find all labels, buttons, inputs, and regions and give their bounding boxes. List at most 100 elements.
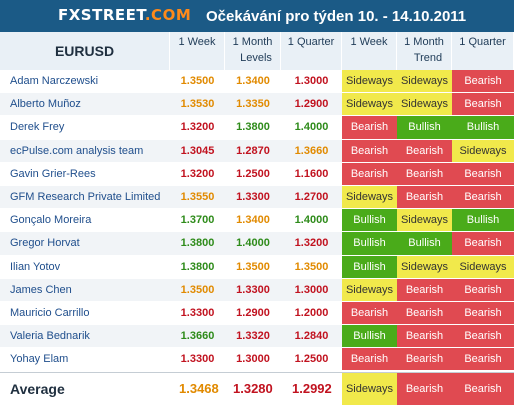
trend-badge: Sideways: [397, 92, 452, 117]
analyst-name[interactable]: Derek Frey: [0, 115, 170, 140]
average-quarter-level: 1.2992: [292, 381, 332, 396]
trend-badge: Bullish: [397, 231, 452, 256]
level-value: 1.3550: [170, 185, 225, 210]
level-value: 1.2900: [225, 301, 281, 326]
analyst-name[interactable]: Alberto Muñoz: [0, 92, 170, 117]
trend-badge: Sideways: [397, 208, 452, 233]
trend-badge: Bearish: [397, 162, 452, 186]
forecast-table: Adam Narczewski 1.3500 1.3400 1.3000 Sideway…: [0, 70, 514, 372]
level-value: 1.2500: [281, 347, 342, 372]
trend-badge: Sideways: [397, 255, 452, 279]
average-week-level: 1.3468: [179, 381, 219, 396]
analyst-name[interactable]: James Chen: [0, 278, 170, 302]
table-row: Gavin Grier-Rees 1.3200 1.2500 1.1600 Bearis…: [0, 162, 514, 186]
level-value: 1.3000: [281, 70, 342, 94]
trend-badge: Sideways: [342, 278, 397, 302]
trend-month-header: 1 Month: [397, 32, 452, 70]
analyst-name[interactable]: Gonçalo Moreira: [0, 208, 170, 233]
level-value: 1.2000: [281, 301, 342, 326]
trend-badge: Sideways: [342, 92, 397, 117]
level-value: 1.3500: [225, 255, 281, 279]
trend-badge: Bearish: [342, 115, 397, 140]
trend-badge: Bearish: [452, 162, 514, 186]
level-value: 1.3045: [170, 139, 225, 163]
trend-badge: Bearish: [452, 92, 514, 117]
table-row: Mauricio Carrillo 1.3300 1.2900 1.2000 Beari…: [0, 301, 514, 326]
level-value: 1.3500: [281, 255, 342, 279]
levels-group-label: Levels: [240, 52, 272, 64]
fxstreet-logo[interactable]: FXSTREET.COM: [58, 6, 191, 24]
level-value: 1.2500: [225, 162, 281, 186]
level-value: 1.3200: [281, 231, 342, 256]
analyst-name[interactable]: Gregor Horvat: [0, 231, 170, 256]
trend-badge: Bearish: [452, 301, 514, 326]
logo-text: FXSTREET: [58, 6, 145, 24]
level-value: 1.3000: [281, 278, 342, 302]
trend-badge: Sideways: [452, 255, 514, 279]
trend-badge: Bearish: [452, 231, 514, 256]
analyst-name[interactable]: GFM Research Private Limited: [0, 185, 170, 210]
level-value: 1.4000: [281, 208, 342, 233]
analyst-name[interactable]: Mauricio Carrillo: [0, 301, 170, 326]
trend-badge: Sideways: [342, 70, 397, 94]
level-value: 1.3400: [225, 70, 281, 94]
trend-badge: Bullish: [397, 115, 452, 140]
level-value: 1.3300: [170, 301, 225, 326]
trend-quarter-header: 1 Quarter: [452, 32, 514, 70]
level-value: 1.3320: [225, 324, 281, 349]
level-value: 1.1600: [281, 162, 342, 186]
level-value: 1.3660: [170, 324, 225, 349]
analyst-name[interactable]: Valeria Bednarik: [0, 324, 170, 349]
trend-badge: Bearish: [397, 278, 452, 302]
trend-badge: Sideways: [452, 139, 514, 163]
table-row: Gregor Horvat 1.3800 1.4000 1.3200 Bullish Bu…: [0, 231, 514, 256]
table-row: Alberto Muñoz 1.3530 1.3350 1.2900 Sideways S…: [0, 92, 514, 117]
level-value: 1.3800: [170, 255, 225, 279]
trend-badge: Bearish: [342, 347, 397, 372]
level-value: 1.4000: [281, 115, 342, 140]
table-row: Valeria Bednarik 1.3660 1.3320 1.2840 Bullis…: [0, 324, 514, 349]
trend-badge: Bearish: [452, 324, 514, 349]
level-value: 1.3500: [170, 278, 225, 302]
trend-badge: Bearish: [342, 301, 397, 326]
trend-badge: Sideways: [397, 70, 452, 94]
trend-badge: Bearish: [397, 324, 452, 349]
level-value: 1.3200: [170, 162, 225, 186]
table-row: Gonçalo Moreira 1.3700 1.3400 1.4000 Bullish…: [0, 208, 514, 233]
level-value: 1.3530: [170, 92, 225, 117]
trend-badge: Bullish: [342, 208, 397, 233]
trend-group-label: Trend: [413, 52, 443, 64]
trend-badge: Bearish: [397, 185, 452, 210]
trend-badge: Bullish: [342, 255, 397, 279]
trend-badge: Bearish: [452, 70, 514, 94]
levels-quarter-header: 1 Quarter: [281, 32, 342, 70]
analyst-name[interactable]: Yohay Elam: [0, 347, 170, 372]
level-value: 1.3200: [170, 115, 225, 140]
table-row: James Chen 1.3500 1.3300 1.3000 Sideways Bear…: [0, 278, 514, 302]
title-bar: FXSTREET.COM Očekávání pro týden 10. - 1…: [0, 0, 514, 32]
level-value: 1.3660: [281, 139, 342, 163]
average-quarter-trend: Bearish: [452, 373, 514, 405]
trend-badge: Bullish: [452, 115, 514, 140]
table-row: Adam Narczewski 1.3500 1.3400 1.3000 Sideway…: [0, 70, 514, 94]
level-value: 1.4000: [225, 231, 281, 256]
analyst-name[interactable]: Ilian Yotov: [0, 255, 170, 279]
trend-badge: Bearish: [342, 162, 397, 186]
level-value: 1.3800: [225, 115, 281, 140]
level-value: 1.3400: [225, 208, 281, 233]
average-label: Average: [10, 381, 65, 397]
level-value: 1.3300: [225, 278, 281, 302]
level-value: 1.2900: [281, 92, 342, 117]
level-value: 1.3000: [225, 347, 281, 372]
level-value: 1.3350: [225, 92, 281, 117]
analyst-name[interactable]: Adam Narczewski: [0, 70, 170, 94]
table-row: Yohay Elam 1.3300 1.3000 1.2500 Bearish Beari…: [0, 347, 514, 372]
trend-badge: Sideways: [342, 185, 397, 210]
average-row: Average 1.3468 1.3280 1.2992 Sideways Be…: [0, 372, 514, 405]
poll-title: Očekávání pro týden 10. - 14.10.2011: [206, 8, 467, 25]
analyst-name[interactable]: Gavin Grier-Rees: [0, 162, 170, 186]
average-week-trend: Sideways: [342, 373, 397, 405]
trend-badge: Bearish: [452, 185, 514, 210]
analyst-name[interactable]: ecPulse.com analysis team: [0, 139, 170, 163]
trend-badge: Bearish: [397, 301, 452, 326]
